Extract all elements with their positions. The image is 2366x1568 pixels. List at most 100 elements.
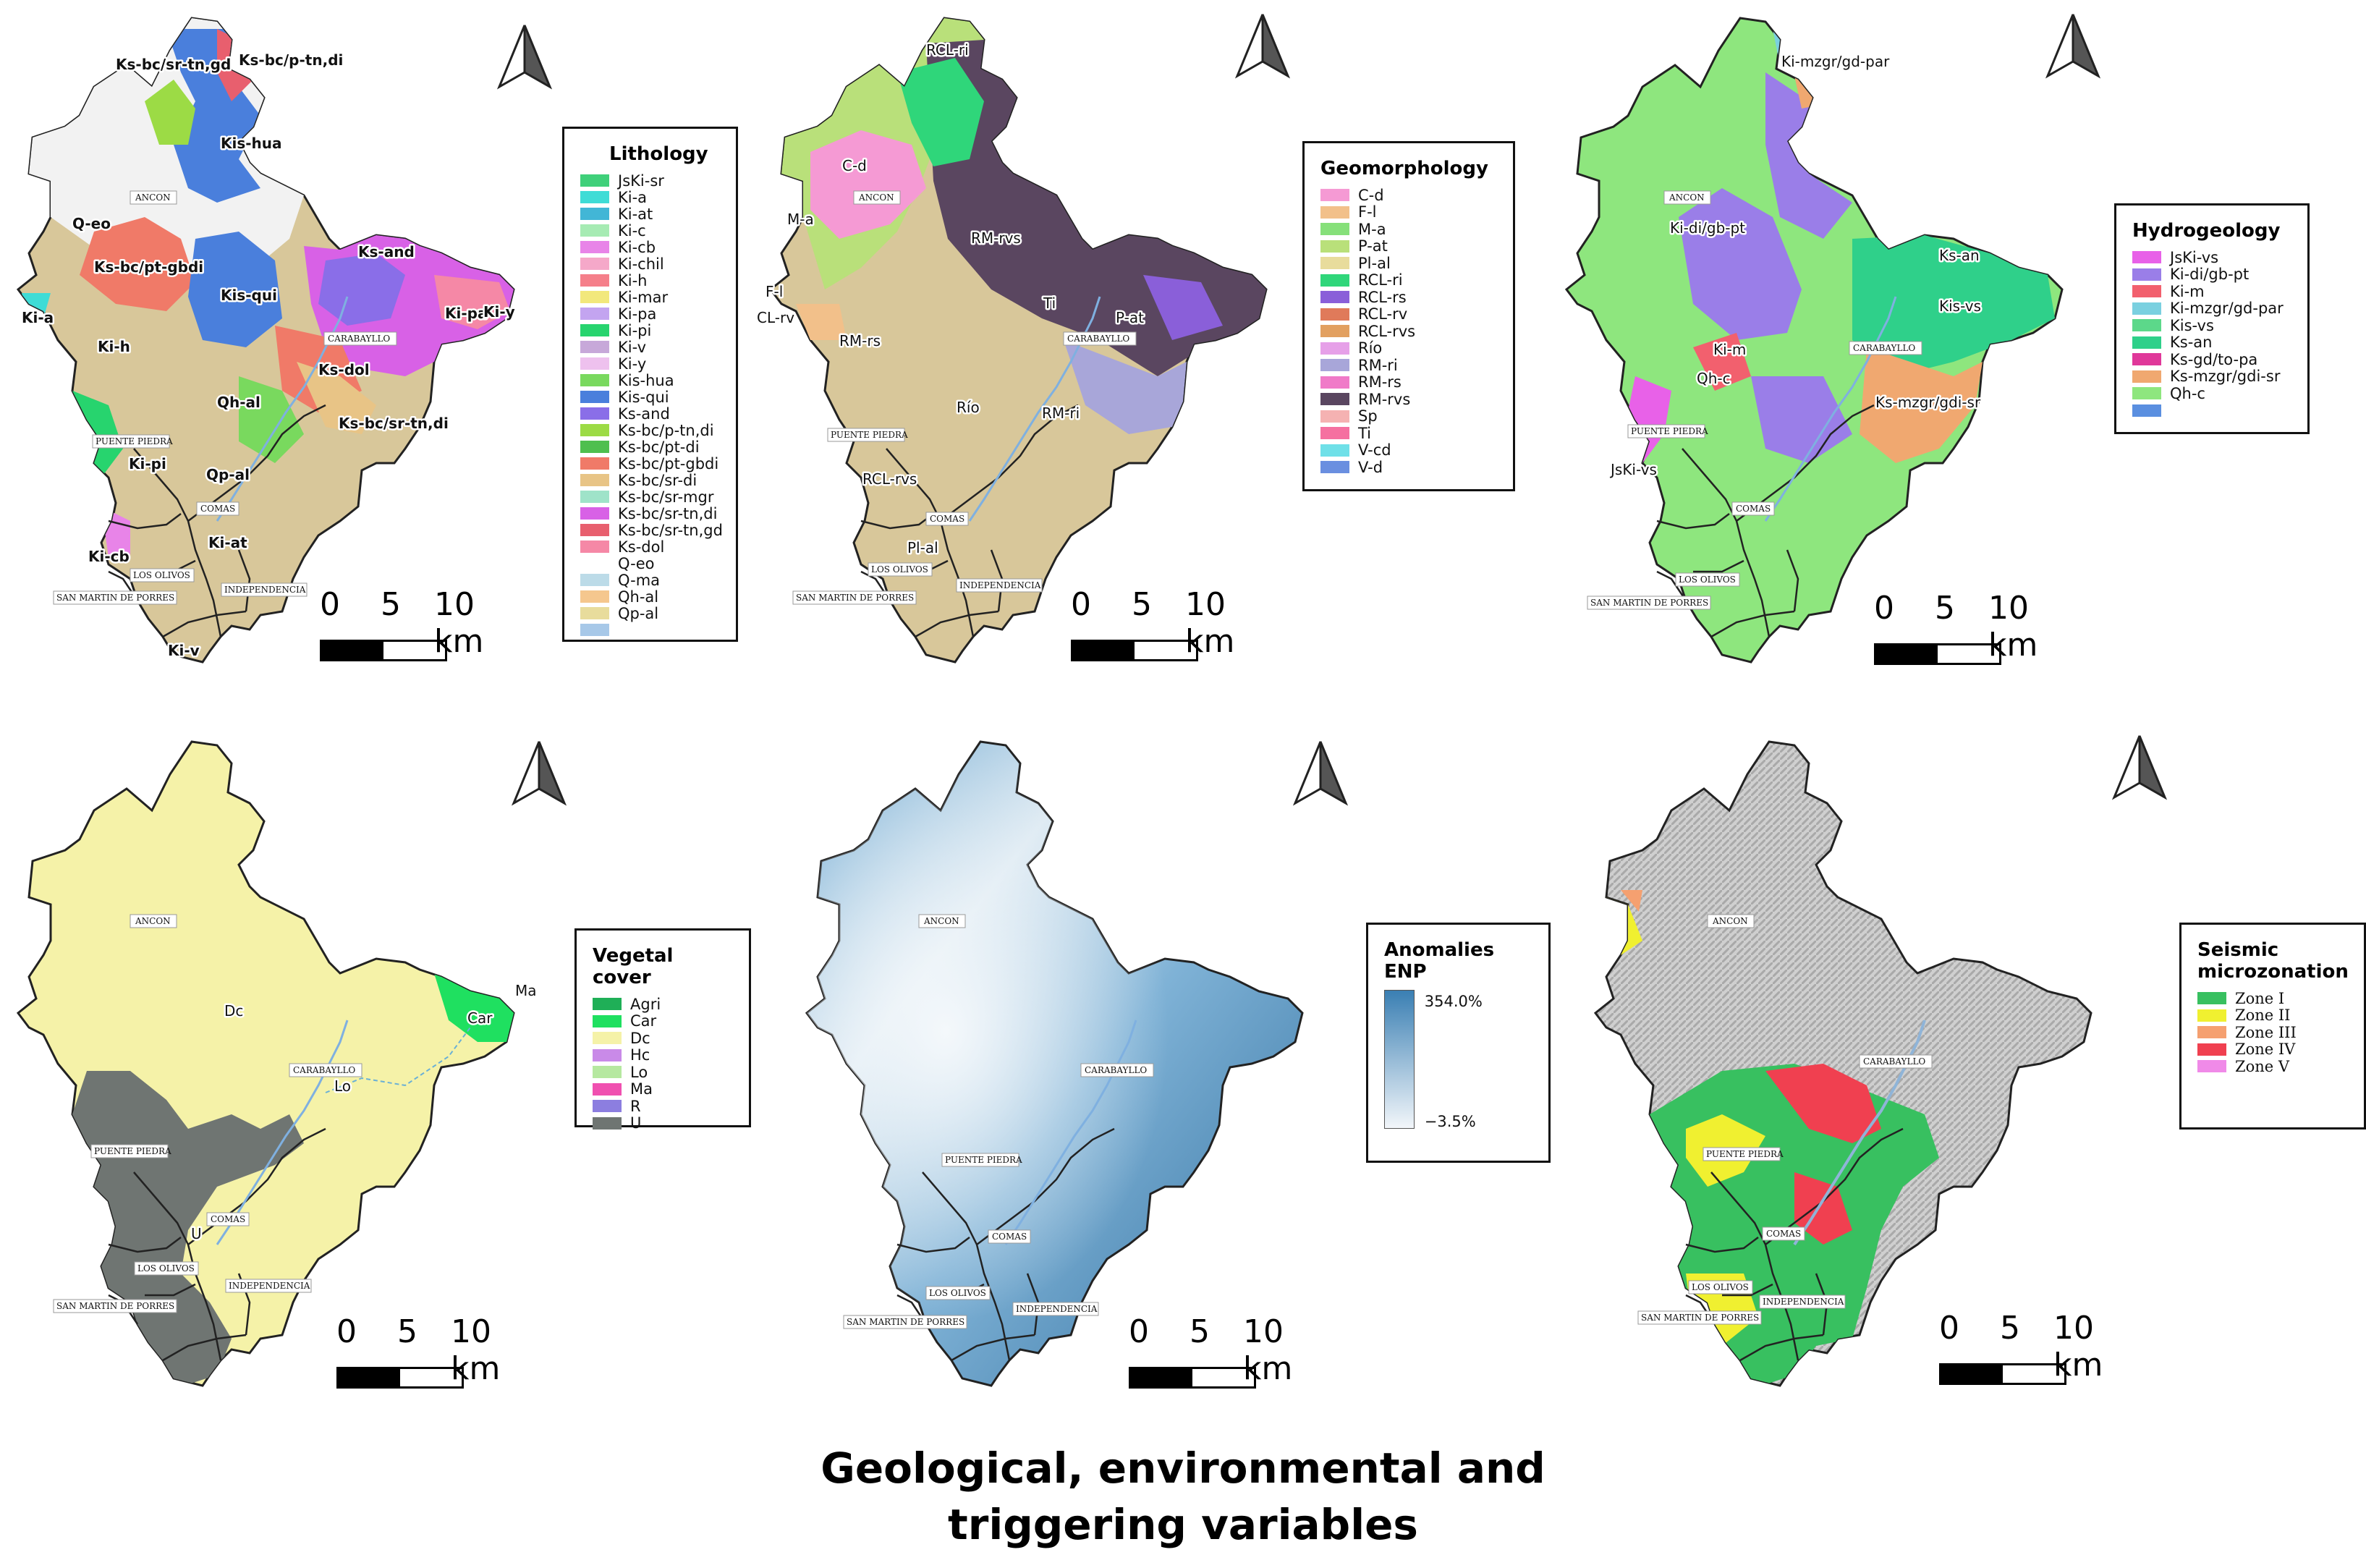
legend-row: Car — [593, 1012, 733, 1030]
figure-title: Geological, environmental and triggering… — [0, 1440, 2366, 1553]
legend-swatch — [1320, 359, 1349, 372]
legend-swatch — [580, 208, 609, 220]
enp-min-label: −3.5% — [1424, 1113, 1476, 1130]
legend-row: Ti — [1320, 425, 1497, 442]
figure-title-line-1: Geological, environmental and — [821, 1444, 1545, 1493]
legend-row: Q-ma — [580, 571, 720, 589]
label-rm-rs: RM-rs — [839, 332, 881, 349]
town-puente-piedra: PUENTE PIEDRA — [1631, 426, 1708, 436]
legend-row: Qh-c — [2132, 385, 2291, 402]
label-ki-pi: Ki-pi — [129, 455, 166, 472]
legend-swatch — [580, 574, 609, 586]
legend-row: Dc — [593, 1030, 733, 1047]
legend-row: Ks-bc/p-tn,di — [580, 422, 720, 439]
legend-row: JsKi-sr — [580, 172, 720, 190]
label-ki-v: Ki-v — [168, 642, 200, 659]
legend-row: Ki-h — [580, 272, 720, 289]
legend-row: Zone V — [2197, 1058, 2348, 1075]
legend-swatch — [580, 557, 609, 569]
town-san-martin: SAN MARTIN DE PORRES — [56, 1301, 174, 1311]
label-ti: Ti — [1043, 294, 1056, 312]
legend-swatch — [593, 1066, 622, 1079]
seismic-microzonation-map: ANCON CARABAYLLO PUENTE PIEDRA COMAS LOS… — [1594, 740, 2092, 1387]
legend-label: RCL-rvs — [1358, 322, 1416, 340]
label-ki-cb: Ki-cb — [88, 548, 130, 565]
legend-items: Agri Car Dc Hc Lo Ma R U — [593, 996, 733, 1132]
scale-0: 0 — [336, 1313, 357, 1350]
label-ki-h: Ki-h — [98, 338, 130, 355]
legend-label: RM-rs — [1358, 373, 1402, 391]
label-rio: Río — [957, 399, 980, 416]
label-f-l: F-l — [766, 283, 783, 300]
label-kis-qui: Kis-qui — [221, 287, 277, 304]
label-q-eo: Q-eo — [72, 215, 111, 232]
scale-5: 5 — [397, 1313, 417, 1350]
label-rcl-rvs: RCL-rvs — [862, 470, 917, 488]
legend-label: F-l — [1358, 203, 1377, 221]
legend-label: Ki-chil — [618, 255, 664, 273]
scale-5: 5 — [381, 586, 401, 623]
town-labels: ANCON CARABAYLLO PUENTE PIEDRA COMAS LOS… — [843, 914, 1154, 1329]
legend-swatch — [580, 457, 609, 470]
legend-row: RM-rvs — [1320, 391, 1497, 408]
legend-swatch — [593, 1032, 622, 1045]
scale-10: 10 km — [1988, 590, 2038, 664]
legend-swatch — [593, 1048, 622, 1061]
legend-label: RCL-rs — [1358, 288, 1407, 306]
legend-row: Zone IV — [2197, 1041, 2348, 1058]
town-comas: COMAS — [200, 504, 235, 514]
legend-title: Vegetal cover — [593, 945, 674, 988]
town-san-martin: SAN MARTIN DE PORRES — [56, 593, 174, 603]
legend-label: Ki-at — [618, 205, 653, 223]
legend-row: RM-ri — [1320, 357, 1497, 374]
legend-label: P-at — [1358, 237, 1388, 255]
legend-label: Ks-bc/pt-di — [618, 438, 700, 456]
label-ki-m: Ki-m — [1713, 341, 1746, 358]
legend-label: Ks-bc/sr-mgr — [618, 488, 714, 506]
legend-label: Lo — [630, 1063, 648, 1081]
town-independencia: INDEPENDENCIA — [1763, 1297, 1844, 1307]
legend-swatch — [1320, 376, 1349, 389]
legend-swatch — [1320, 444, 1349, 457]
town-ancon: ANCON — [135, 916, 171, 926]
legend-label: Q-ma — [618, 571, 661, 589]
legend-row: P-at — [1320, 237, 1497, 255]
legend-row — [580, 622, 720, 638]
town-labels: ANCON CARABAYLLO PUENTE PIEDRA COMAS LOS… — [53, 190, 397, 605]
legend-label: Zone I — [2235, 989, 2285, 1007]
legend-swatch — [1320, 393, 1349, 406]
c-d-zone — [810, 130, 926, 239]
label-kis-hua: Kis-hua — [221, 135, 282, 152]
legend-row: RCL-ri — [1320, 271, 1497, 289]
vegetal-cover-panel: Ma Car Dc Lo U ANCON CARABAYLLO PUENTE P… — [0, 724, 789, 1447]
legend-label: Car — [630, 1012, 657, 1030]
legend-label: Ks-dol — [618, 538, 665, 556]
ki-di-gb-pt-zone-3 — [1751, 376, 1852, 463]
legend-row: Ki-mar — [580, 288, 720, 306]
town-san-martin: SAN MARTIN DE PORRES — [1641, 1313, 1759, 1323]
legend-row: Ki-a — [580, 189, 720, 206]
legend-row: Ki-chil — [580, 255, 720, 273]
town-los-olivos: LOS OLIVOS — [133, 570, 190, 580]
legend-swatch — [2132, 285, 2161, 298]
legend-row: Ki-di/gb-pt — [2132, 266, 2291, 283]
town-los-olivos: LOS OLIVOS — [137, 1263, 195, 1274]
figure-title-line-2: triggering variables — [948, 1500, 1418, 1549]
legend-label: Ki-mar — [618, 288, 669, 306]
legend-items: JsKi-sr Ki-a Ki-at Ki-c Ki-cb Ki-chil Ki-h Ki-m… — [580, 172, 723, 638]
town-independencia: INDEPENDENCIA — [1016, 1304, 1098, 1314]
label-ks-and: Ks-and — [358, 243, 415, 260]
legend-row: Ks-an — [2132, 334, 2291, 351]
legend-swatch — [580, 241, 609, 253]
legend-row: Ks-gd/to-pa — [2132, 351, 2291, 368]
town-independencia: INDEPENDENCIA — [224, 585, 306, 595]
legend-label: Ks-bc/sr-tn,di — [618, 504, 718, 522]
rcl-rs-zone — [1143, 275, 1223, 340]
legend-row: Ki-pi — [580, 322, 720, 339]
legend-label: Ki-pa — [618, 305, 657, 323]
legend-swatch — [593, 998, 622, 1011]
legend-row: Ki-mzgr/gd-par — [2132, 300, 2291, 317]
town-comas: COMAS — [930, 514, 964, 524]
legend-row: Ki-v — [580, 339, 720, 356]
legend-swatch — [2132, 404, 2161, 417]
